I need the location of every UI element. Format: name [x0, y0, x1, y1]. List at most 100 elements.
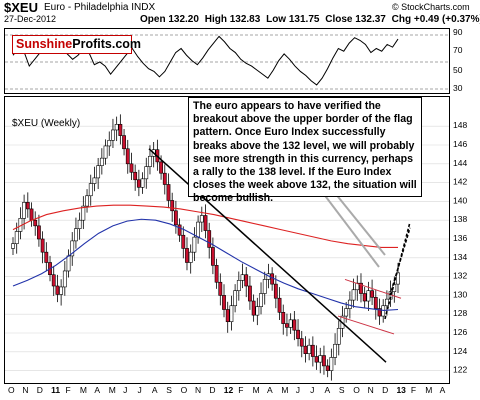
- candle-body: [136, 179, 141, 188]
- price-tick-label: 128: [453, 308, 467, 318]
- rsi-tick-label: 50: [453, 65, 463, 75]
- candle: [66, 249, 71, 278]
- candle: [329, 348, 334, 381]
- time-tick-label: D: [382, 385, 388, 395]
- candle-body: [211, 247, 215, 266]
- candle: [377, 298, 382, 325]
- time-tick-label: S: [339, 385, 345, 395]
- candle: [255, 297, 260, 326]
- candle-body: [70, 240, 75, 257]
- candle: [166, 173, 171, 209]
- rsi-chart: [5, 34, 449, 90]
- candle: [74, 217, 78, 249]
- candle: [192, 227, 197, 261]
- candle-body: [37, 225, 41, 240]
- note-pointer-line: [334, 192, 386, 256]
- candle-body: [292, 319, 297, 331]
- candle-body: [299, 338, 304, 347]
- candle-body: [259, 293, 263, 307]
- candle: [303, 336, 308, 363]
- candle-body: [359, 282, 363, 294]
- candle-body: [122, 135, 126, 150]
- candle-body: [148, 155, 152, 167]
- candle-body: [125, 148, 130, 165]
- candle: [111, 118, 115, 149]
- candle-body: [329, 357, 334, 371]
- candle: [273, 275, 278, 309]
- candle: [225, 301, 230, 333]
- candle: [173, 200, 178, 234]
- time-tick-label: O: [181, 385, 188, 395]
- candle-body: [248, 285, 252, 302]
- candle: [199, 206, 204, 233]
- candle: [325, 359, 330, 378]
- candle: [181, 226, 186, 259]
- price-tick-label: 142: [453, 177, 467, 187]
- candle: [292, 311, 297, 341]
- candle: [33, 211, 38, 236]
- candle: [336, 320, 341, 356]
- candle: [203, 204, 208, 239]
- candle: [59, 279, 64, 306]
- candle: [296, 319, 300, 347]
- low-value: 131.75: [288, 14, 320, 25]
- candle: [322, 345, 326, 375]
- candle-body: [188, 251, 193, 263]
- candle: [144, 157, 149, 189]
- candle-body: [207, 230, 212, 248]
- candle-body: [14, 231, 19, 244]
- low-label: Low: [266, 14, 287, 25]
- price-axis: 122 124 126 128 130 132 134 136 138 140 142 144 146 1…: [453, 120, 467, 374]
- candle: [88, 174, 93, 206]
- candle-body: [170, 200, 175, 212]
- candle: [162, 164, 167, 195]
- time-tick-label: J: [137, 385, 141, 395]
- candle: [55, 274, 60, 303]
- candle-body: [114, 124, 119, 131]
- rsi-axis: 90 70 50 30: [453, 28, 463, 93]
- candle-body: [277, 297, 282, 313]
- candle: [70, 232, 75, 266]
- candle-body: [333, 343, 337, 358]
- logo-part2: Profits.com: [72, 37, 142, 51]
- candle: [114, 116, 119, 142]
- time-tick-label: N: [368, 385, 374, 395]
- rsi-tick-label: 70: [453, 45, 463, 55]
- candle: [92, 166, 97, 192]
- candle: [222, 284, 226, 318]
- candle-body: [55, 285, 60, 295]
- time-tick-label: D: [209, 385, 215, 395]
- ma-short-line: [12, 218, 399, 311]
- candle-body: [166, 184, 171, 201]
- rsi-tick-label: 30: [453, 83, 463, 93]
- candle-body: [196, 221, 200, 238]
- time-tick-label: F: [411, 385, 416, 395]
- watermark: © StockCharts.com: [392, 2, 470, 12]
- candle: [29, 202, 34, 227]
- candle-body: [144, 166, 149, 180]
- price-tick-label: 148: [453, 120, 467, 130]
- candle: [281, 304, 286, 335]
- candle: [362, 286, 367, 308]
- index-name-label: Euro - Philadelphia INDX: [44, 2, 156, 13]
- candle: [233, 284, 238, 313]
- ma-long-line: [12, 204, 398, 249]
- candle-body: [347, 299, 352, 309]
- candle: [299, 330, 304, 358]
- time-tick-label: 13: [396, 385, 406, 395]
- time-tick-label: D: [37, 385, 43, 395]
- candle-body: [255, 306, 260, 316]
- chg-value: +0.49 (+0.37%): [413, 14, 480, 25]
- candle-body: [373, 296, 378, 309]
- close-value: 132.37: [355, 14, 386, 25]
- candle: [236, 271, 241, 301]
- price-tick-label: 136: [453, 233, 467, 243]
- candle: [99, 148, 104, 175]
- time-tick-label: 11: [51, 385, 60, 395]
- candle-body: [185, 248, 189, 263]
- candle: [344, 301, 349, 323]
- candle: [44, 242, 49, 272]
- analysis-note: The euro appears to have verified the br…: [188, 97, 422, 204]
- candle-body: [88, 183, 93, 197]
- candle-body: [162, 172, 167, 185]
